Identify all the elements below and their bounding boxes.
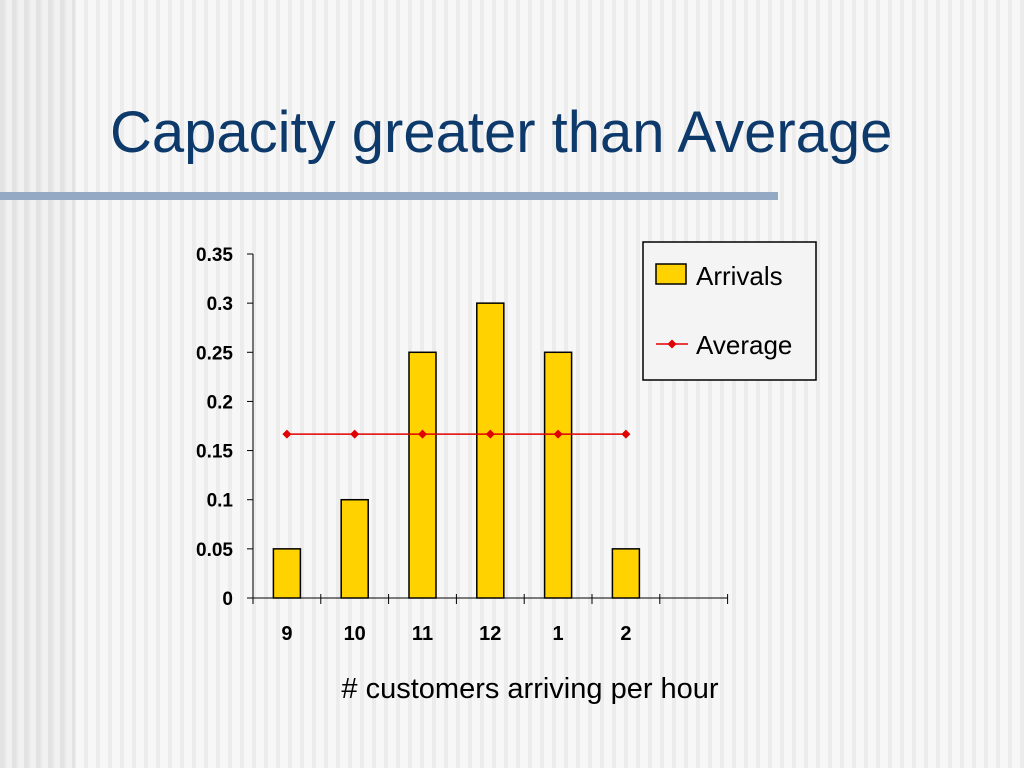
legend-label-arrivals: Arrivals [696, 261, 783, 291]
y-tick-label: 0.15 [196, 442, 233, 463]
y-tick-label: 0.2 [207, 392, 233, 413]
average-point [553, 429, 563, 439]
x-axis-title: # customers arriving per hour [341, 673, 718, 705]
y-tick-label: 0.1 [207, 491, 234, 512]
x-tick-label: 2 [620, 623, 631, 645]
x-tick-label: 10 [344, 623, 366, 645]
x-tick-label: 11 [412, 623, 433, 645]
y-tick-label: 0.3 [207, 294, 233, 315]
average-point [485, 429, 495, 439]
bar-arrivals [272, 548, 302, 599]
x-tick-label: 12 [479, 623, 501, 645]
slide-title: Capacity greater than Average [110, 100, 893, 165]
bar-arrivals [476, 302, 505, 599]
y-tick-label: 0 [222, 589, 233, 610]
x-tick-label: 9 [281, 623, 292, 645]
bar-arrivals [543, 351, 573, 599]
average-point [282, 429, 292, 439]
y-tick-label: 0.25 [196, 343, 233, 364]
background-stripe-band [0, 0, 75, 768]
bar-arrivals [340, 498, 369, 599]
average-point [621, 429, 631, 439]
y-tick-label: 0.35 [196, 245, 233, 266]
bar-arrivals [408, 351, 437, 599]
average-point [350, 429, 360, 439]
bar-arrivals [611, 548, 641, 599]
y-tick-label: 0.05 [196, 540, 233, 561]
title-underline [0, 192, 778, 200]
x-tick-label: 1 [553, 623, 564, 645]
legend-marker-average [667, 339, 677, 349]
legend-label-average: Average [696, 330, 792, 360]
legend-swatch-arrivals [655, 263, 687, 285]
average-point [418, 429, 427, 439]
